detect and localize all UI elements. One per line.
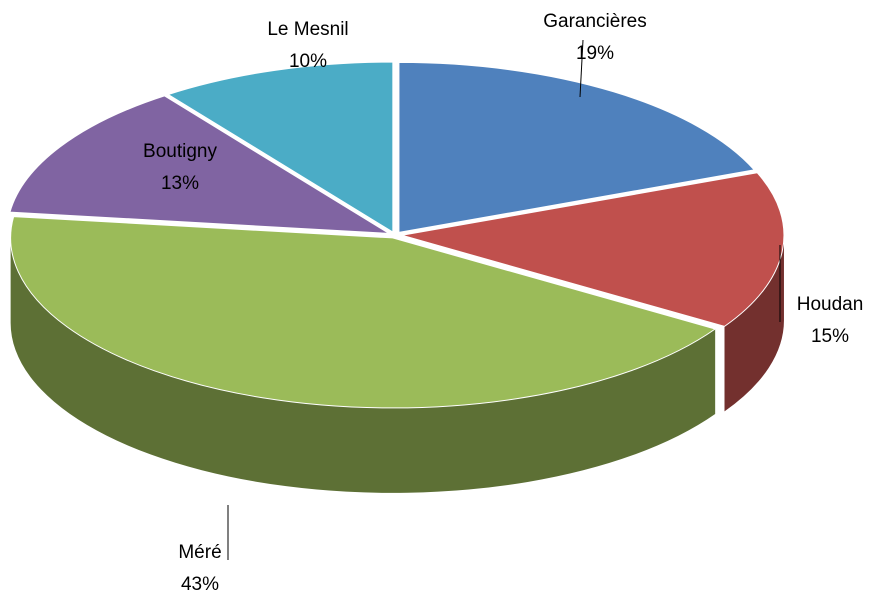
value-label: 19% — [576, 43, 614, 64]
value-label: 13% — [161, 173, 199, 194]
slice-side — [724, 235, 784, 412]
category-label: Garancières — [543, 11, 647, 32]
slice — [10, 216, 717, 409]
slice — [9, 95, 390, 234]
value-label: 15% — [811, 326, 849, 347]
slice — [167, 61, 394, 233]
category-label: Houdan — [797, 294, 864, 315]
slice — [398, 61, 756, 234]
category-label: Le Mesnil — [267, 19, 348, 40]
category-label: Boutigny — [143, 141, 217, 162]
value-label: 10% — [289, 51, 327, 72]
slice-side — [10, 237, 716, 493]
slice — [401, 172, 785, 327]
leader-line — [579, 39, 584, 98]
category-label: Méré — [178, 542, 221, 563]
value-label: 43% — [181, 574, 219, 594]
